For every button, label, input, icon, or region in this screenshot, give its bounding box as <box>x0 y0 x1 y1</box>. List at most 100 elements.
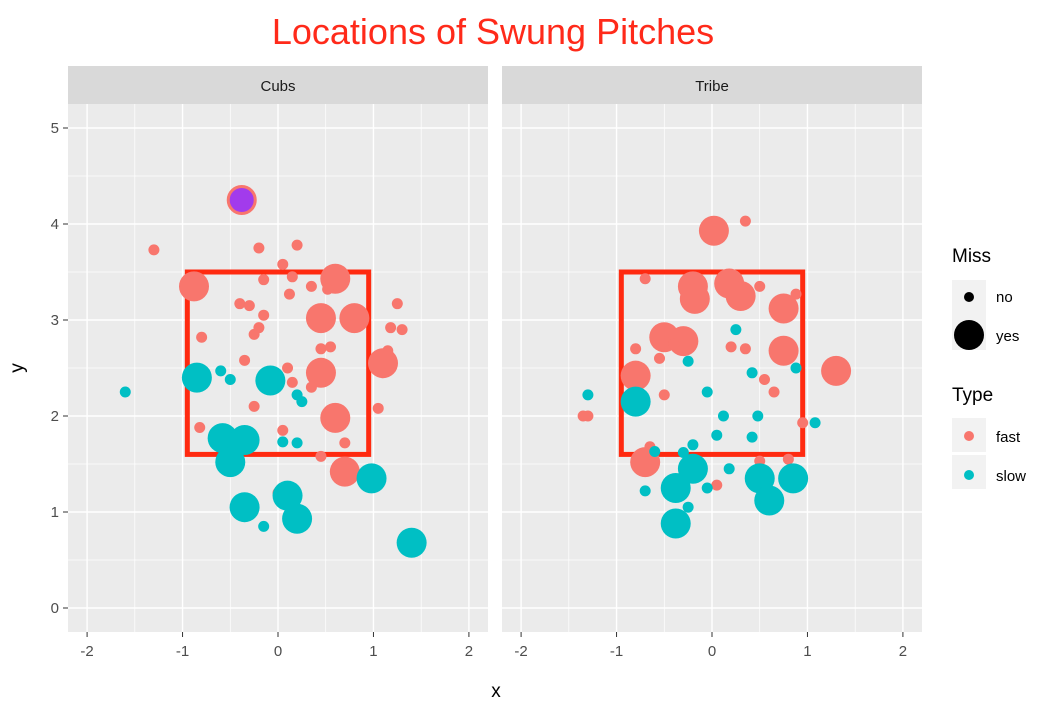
point-fast-contact <box>315 450 327 462</box>
point-slow-miss <box>282 503 313 534</box>
point-fast-contact <box>277 258 289 270</box>
panel-tribe: Tribe -2 -1 0 1 2 <box>502 66 922 660</box>
panels-layer: Cubs -2 -1 0 1 2 0 1 2 3 4 5 Tribe -2 -1 0 1 2 <box>51 66 922 660</box>
point-slow-miss <box>215 447 246 478</box>
legend-key-miss-yes <box>954 320 984 350</box>
point-fast-contact <box>196 331 208 343</box>
point-fast-contact <box>283 288 295 300</box>
point-fast-miss <box>329 456 360 487</box>
point-fast-contact <box>148 244 160 256</box>
point-fast-contact <box>305 280 317 292</box>
point-fast-miss <box>768 293 799 324</box>
point-fast-contact <box>391 298 403 310</box>
point-slow-miss <box>255 365 286 396</box>
strip-tribe <box>502 66 922 104</box>
point-slow-miss <box>677 453 708 484</box>
y-tick-label: 0 <box>51 600 59 617</box>
strip-label-tribe: Tribe <box>695 78 729 95</box>
point-fast-contact <box>582 410 594 422</box>
x-tick-label: 0 <box>708 643 716 660</box>
point-fast-miss <box>679 283 710 314</box>
point-slow-contact <box>711 429 723 441</box>
legend-label-fast: fast <box>996 429 1021 446</box>
point-slow-contact <box>119 386 131 398</box>
point-slow-contact <box>677 446 689 458</box>
point-slow-contact <box>701 482 713 494</box>
point-fast-contact <box>248 328 260 340</box>
point-fast-miss <box>620 360 651 391</box>
point-fast-contact <box>286 376 298 388</box>
point-fast-contact <box>759 374 770 386</box>
point-slow-contact <box>730 324 742 336</box>
point-slow-contact <box>224 374 236 386</box>
point-slow-miss <box>229 425 260 455</box>
x-tick-label: 1 <box>803 643 811 660</box>
x-tick-label: 1 <box>369 643 377 660</box>
x-tick-label: 0 <box>274 643 282 660</box>
point-slow-miss <box>272 480 303 511</box>
point-slow-contact <box>746 431 758 443</box>
point-fast-contact <box>739 343 751 355</box>
point-slow-contact <box>682 501 694 513</box>
y-tick-label: 2 <box>51 408 59 425</box>
x-tick-label: 2 <box>899 643 907 660</box>
point-slow-contact <box>296 396 308 408</box>
point-fast-contact <box>372 402 384 414</box>
x-tick-label: -2 <box>80 643 93 660</box>
point-slow-contact <box>790 362 802 374</box>
point-fast-miss <box>305 303 336 334</box>
point-fast-contact <box>396 324 408 336</box>
point-slow-miss <box>396 527 427 558</box>
point-slow-contact <box>215 365 227 377</box>
legend-type-title: Type <box>952 385 993 406</box>
point-fast-contact <box>790 288 802 300</box>
point-fast-contact <box>305 381 317 393</box>
legend-label-slow: slow <box>996 468 1026 485</box>
point-fast-contact <box>291 239 303 251</box>
point-fast-contact <box>668 338 680 350</box>
x-axis-title: x <box>491 681 501 702</box>
x-tick-label: 2 <box>465 643 473 660</box>
point-fast-contact <box>253 242 265 254</box>
point-slow-contact <box>682 355 694 367</box>
point-slow-contact <box>752 410 764 422</box>
point-fast-contact <box>754 280 766 292</box>
y-tick-label: 3 <box>51 312 59 329</box>
point-fast-contact <box>258 274 270 286</box>
point-fast-miss <box>768 335 799 366</box>
x-tick-label: -1 <box>610 643 623 660</box>
legend-label-miss-no: no <box>996 289 1013 306</box>
point-fast-miss <box>320 402 351 433</box>
point-fast-contact <box>194 422 206 434</box>
point-slow-miss <box>754 485 785 516</box>
x-tick-label: -2 <box>514 643 527 660</box>
point-slow-contact <box>746 367 758 379</box>
point-slow-miss <box>778 463 809 494</box>
point-slow-miss <box>356 463 387 494</box>
point-fast-contact <box>782 453 794 465</box>
strip-label-cubs: Cubs <box>260 78 295 95</box>
point-fast-contact <box>248 400 260 412</box>
point-slow-miss <box>207 423 238 454</box>
point-fast-contact <box>325 341 336 353</box>
point-fast-contact <box>630 343 642 355</box>
legend: Miss no yes Type fast slow <box>952 246 1026 489</box>
point-fast-contact <box>282 362 294 374</box>
point-slow-contact <box>649 446 661 458</box>
point-fast-contact <box>243 300 255 312</box>
y-axis-title: y <box>7 363 28 373</box>
point-fast-contact <box>725 341 737 353</box>
point-slow-contact <box>639 485 651 497</box>
point-fast-contact <box>339 437 351 449</box>
point-fast-miss <box>821 355 852 386</box>
point-slow-miss <box>660 508 691 539</box>
point-slow-contact <box>291 437 303 449</box>
point-slow-miss <box>229 492 260 523</box>
legend-key-fast <box>964 431 974 441</box>
point-fast-contact <box>797 417 809 429</box>
point-slow-contact <box>723 463 735 475</box>
point-slow-contact <box>687 439 699 451</box>
point-fast-contact <box>654 352 665 364</box>
